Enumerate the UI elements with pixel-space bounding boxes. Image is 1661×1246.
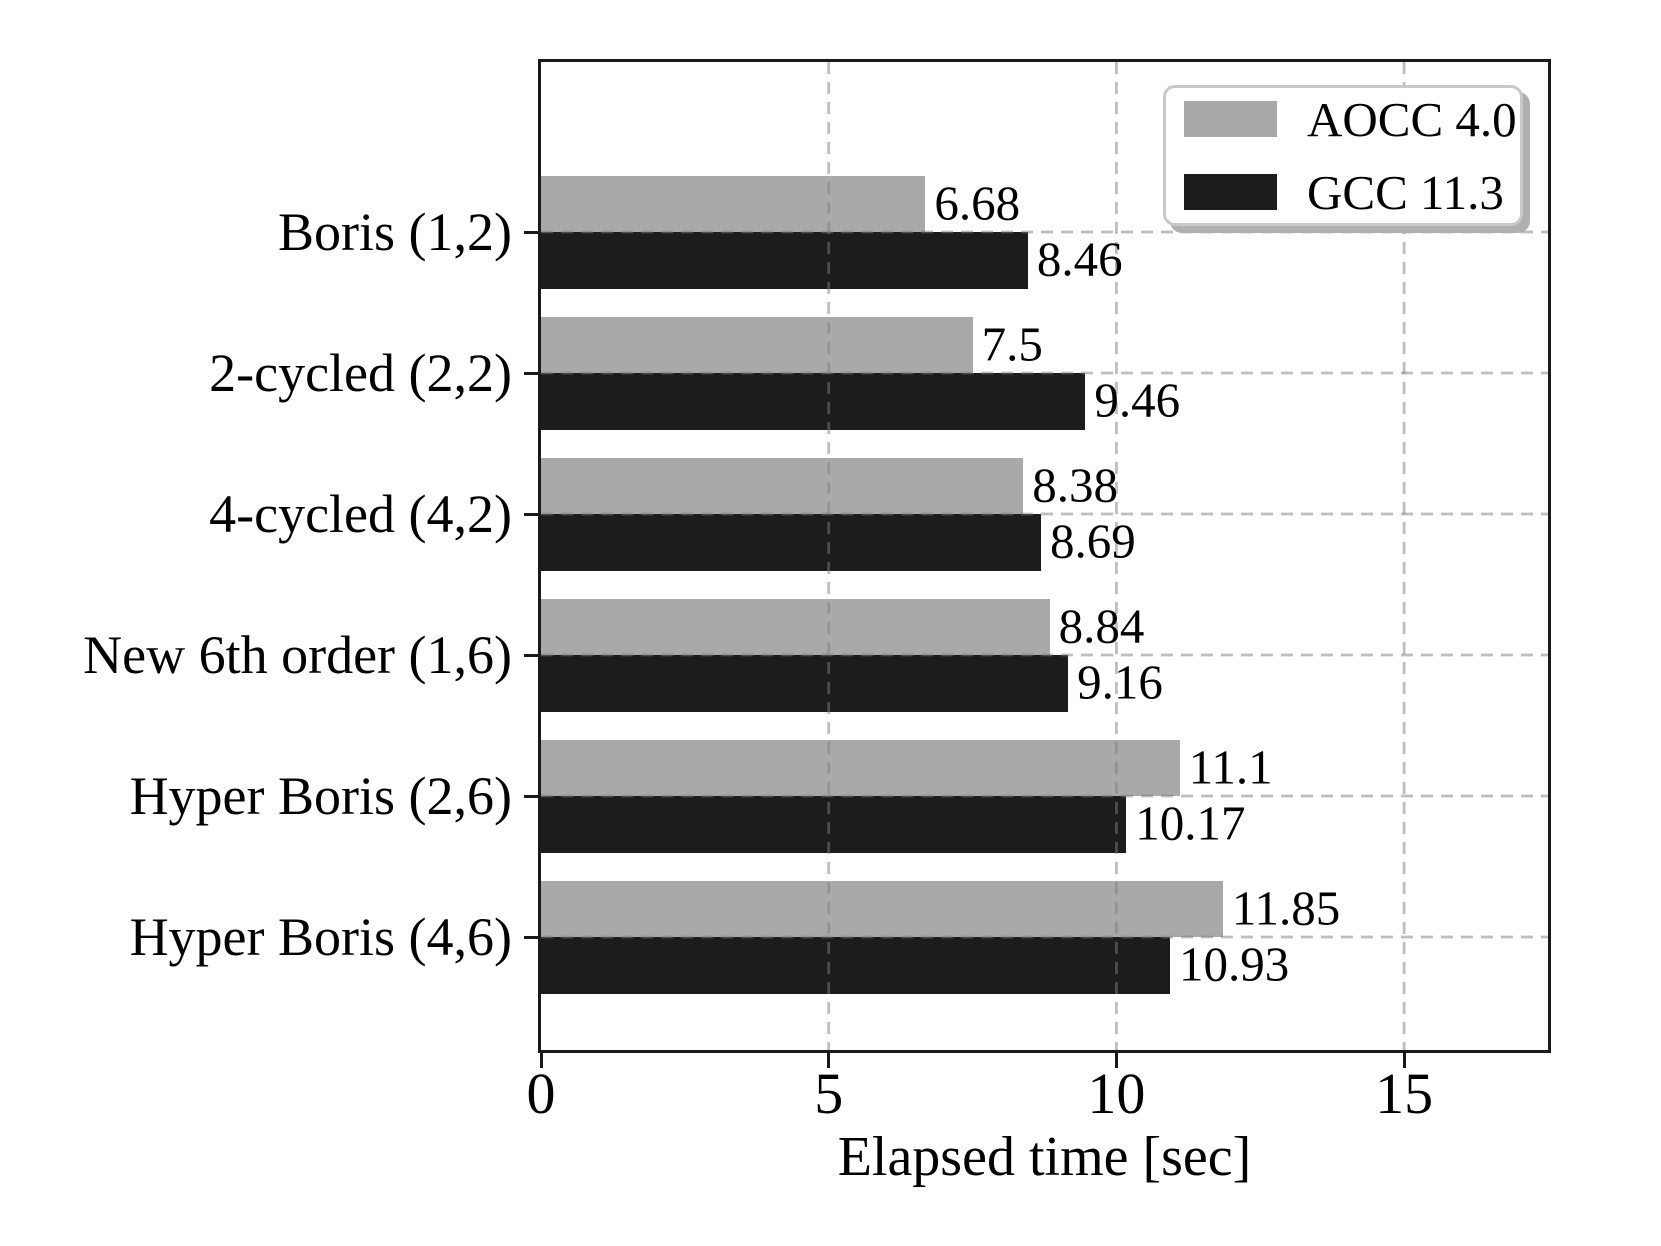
y-tick-mark-3	[524, 653, 538, 657]
bar-aocc-1	[541, 316, 973, 373]
bar-gcc-1	[541, 373, 1086, 430]
legend-label-gcc: GCC 11.3	[1307, 164, 1504, 220]
bar-value-label: 10.17	[1135, 795, 1246, 851]
legend-item-gcc: GCC 11.3	[1184, 168, 1520, 217]
y-axis-label-1: 2-cycled (2,2)	[209, 343, 512, 403]
y-axis-label-5: Hyper Boris (4,6)	[129, 907, 512, 967]
bar-aocc-3	[541, 598, 1050, 655]
bar-aocc-5	[541, 880, 1223, 937]
x-tick-mark-15	[1402, 1053, 1406, 1068]
y-axis-label-0: Boris (1,2)	[278, 202, 512, 262]
legend-swatch-gcc-icon	[1184, 174, 1277, 210]
plot-inner: 6.68 8.46 7.5 9.46 8.38 8.69 8.84 9.16 11.1 10.17…	[541, 62, 1548, 1050]
legend: AOCC 4.0 GCC 11.3	[1163, 85, 1523, 226]
y-tick-mark-4	[524, 794, 538, 798]
x-tick-mark-0	[539, 1053, 543, 1068]
bar-value-label: 8.69	[1050, 513, 1136, 569]
y-tick-mark-2	[524, 512, 538, 516]
y-tick-mark-5	[524, 935, 538, 939]
bar-value-label: 9.16	[1077, 654, 1163, 710]
y-tick-mark-1	[524, 371, 538, 375]
x-tick-label-0: 0	[526, 1061, 556, 1126]
bar-aocc-0	[541, 175, 926, 232]
x-tick-label-10: 10	[1087, 1061, 1146, 1126]
bar-gcc-4	[541, 796, 1127, 853]
bar-gcc-3	[541, 655, 1069, 712]
bar-value-label: 7.5	[981, 316, 1043, 372]
y-axis-label-2: 4-cycled (4,2)	[209, 484, 512, 544]
legend-item-aocc: AOCC 4.0	[1184, 95, 1520, 144]
bar-value-label: 11.1	[1188, 739, 1273, 795]
bar-gcc-0	[541, 232, 1028, 289]
legend-label-aocc: AOCC 4.0	[1307, 91, 1517, 147]
x-axis-title: Elapsed time [sec]	[837, 1126, 1252, 1188]
bar-aocc-4	[541, 739, 1180, 796]
bar-value-label: 11.85	[1231, 880, 1341, 936]
x-tick-label-5: 5	[814, 1061, 844, 1126]
bar-value-label: 8.46	[1036, 231, 1123, 287]
bar-value-label: 9.46	[1094, 372, 1181, 428]
y-axis-label-4: Hyper Boris (2,6)	[129, 766, 512, 826]
bar-gcc-5	[541, 937, 1170, 994]
x-tick-mark-10	[1114, 1053, 1118, 1068]
bar-aocc-2	[541, 457, 1024, 514]
x-tick-mark-5	[827, 1053, 831, 1068]
bar-value-label: 6.68	[934, 175, 1021, 231]
y-tick-mark-0	[524, 230, 538, 234]
bar-value-label: 10.93	[1178, 936, 1290, 992]
bar-value-label: 8.84	[1058, 598, 1145, 654]
bar-value-label: 8.38	[1032, 457, 1118, 513]
legend-swatch-aocc-icon	[1184, 101, 1277, 137]
y-axis-label-3: New 6th order (1,6)	[83, 625, 512, 685]
x-tick-label-15: 15	[1375, 1061, 1434, 1126]
bar-gcc-2	[541, 514, 1042, 571]
